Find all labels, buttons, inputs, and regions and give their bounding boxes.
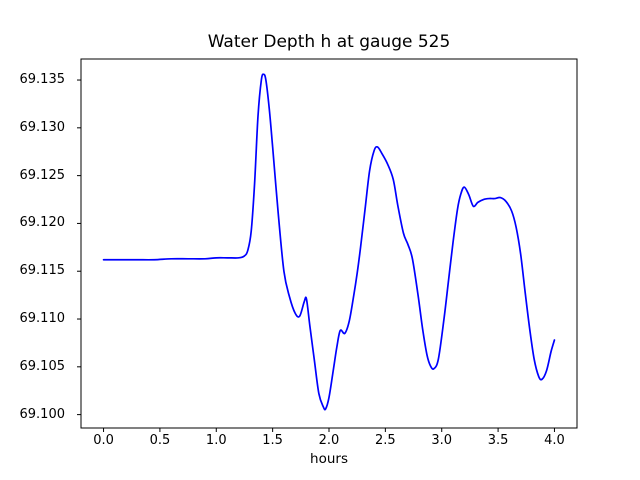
y-tick-label: 69.100 <box>19 406 66 422</box>
x-axis-label: hours <box>310 451 348 467</box>
y-tick-label: 69.125 <box>19 167 66 183</box>
x-tick-label: 3.0 <box>431 433 453 448</box>
y-tick-label: 69.120 <box>19 215 66 231</box>
x-tick-label: 2.0 <box>318 433 340 448</box>
x-tick-label: 3.5 <box>487 433 509 448</box>
axes-border <box>80 58 578 429</box>
y-tick-label: 69.110 <box>19 311 66 327</box>
x-tick-label: 2.5 <box>375 433 396 448</box>
y-tick-label: 69.130 <box>19 119 66 135</box>
x-tick-label: 1.0 <box>205 433 227 448</box>
y-tick-label: 69.135 <box>19 72 66 88</box>
x-tick-label: 0.0 <box>93 433 114 448</box>
y-axis-ticks <box>77 79 81 416</box>
x-tick-label: 1.5 <box>262 433 283 448</box>
chart-title: Water Depth h at gauge 525 <box>207 32 451 52</box>
y-tick-label: 69.115 <box>19 263 66 279</box>
x-axis-ticks <box>103 428 555 432</box>
x-tick-label: 4.0 <box>544 433 565 448</box>
y-tick-label: 69.105 <box>19 358 66 374</box>
x-tick-label: 0.5 <box>149 433 171 448</box>
water-depth-line <box>102 73 556 411</box>
